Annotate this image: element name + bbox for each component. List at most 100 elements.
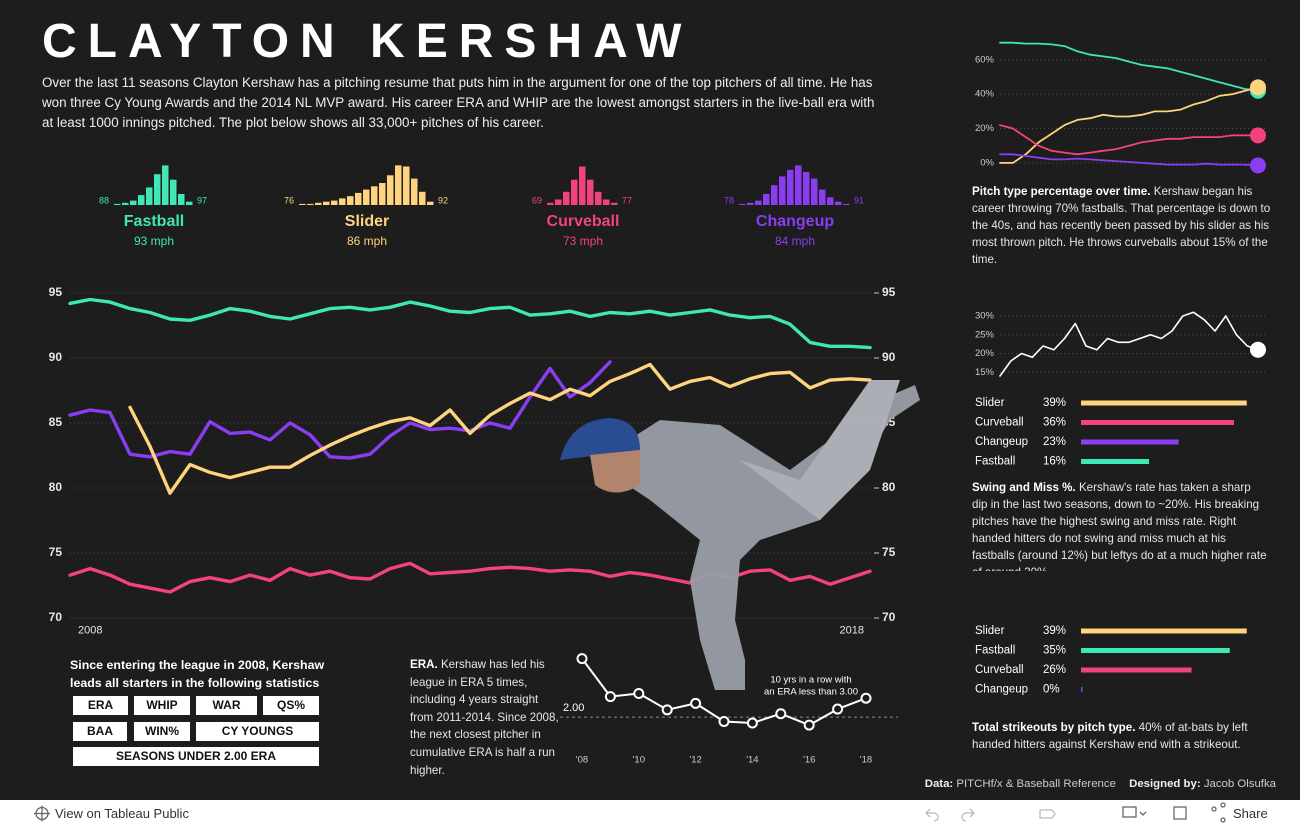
- histogram-bar: [819, 189, 826, 205]
- bar-category: Changeup: [975, 436, 1028, 448]
- histogram-bar: [339, 198, 346, 205]
- bar-value-label: 36%: [1043, 417, 1066, 429]
- velocity-line: [128, 362, 872, 495]
- histogram-bar: [571, 179, 578, 205]
- histogram-bar: [563, 191, 570, 205]
- legend-name: Curveball: [547, 213, 620, 230]
- era-point: [860, 692, 872, 704]
- histogram-bar: [130, 200, 137, 205]
- histogram-bar: [763, 194, 770, 205]
- histogram-bar: [587, 179, 594, 205]
- legend-speed: 73 mph: [563, 234, 603, 248]
- y2-tick-label: 70: [882, 610, 896, 624]
- x-tick-label: '16: [803, 755, 815, 766]
- caption-text: 40% of at-bats by left handed hitters ag…: [972, 721, 1248, 751]
- velocity-line: [68, 561, 872, 594]
- pitcher-leg: [740, 380, 900, 520]
- y-tick-label: 75: [49, 545, 63, 559]
- histogram-range-label: 77: [622, 195, 632, 205]
- y2-tick-label: 75: [882, 545, 896, 559]
- footer: Data: PITCHf/x & Baseball Reference Desi…: [915, 778, 1276, 790]
- histogram-bar: [371, 186, 378, 205]
- bar: [1081, 667, 1192, 673]
- pitcher-face: [590, 450, 640, 493]
- era-point: [775, 708, 787, 720]
- era-point: [661, 704, 673, 716]
- bar-value-label: 16%: [1043, 456, 1066, 468]
- histogram-bar: [755, 200, 762, 205]
- end-dot: [1250, 341, 1266, 358]
- era-point: [690, 697, 702, 709]
- bar-category: Changeup: [975, 684, 1028, 696]
- footer-label: Designed by:: [1129, 778, 1201, 790]
- histogram-bar: [803, 172, 810, 205]
- bar-category: Curveball: [975, 664, 1024, 676]
- pitcher-cap: [560, 418, 640, 460]
- histogram-range-label: 88: [99, 195, 109, 205]
- view-on-public[interactable]: View on Tableau Public: [55, 806, 189, 821]
- histogram-bar: [307, 203, 314, 205]
- y-tick-label: 60%: [975, 54, 995, 65]
- bar: [1081, 648, 1230, 653]
- histogram-bar: [811, 178, 818, 205]
- strikeout-caption: Total strikeouts by pitch type. 40% of a…: [972, 719, 1272, 753]
- histogram-bar: [154, 174, 161, 205]
- y2-tick-label: 90: [882, 350, 896, 364]
- footer-label: Data:: [924, 778, 954, 790]
- histogram-bar: [186, 201, 193, 205]
- histogram-bar: [427, 201, 434, 205]
- histogram-range-label: 92: [438, 195, 448, 205]
- x-tick-label: '10: [633, 755, 645, 766]
- legend-speed: 86 mph: [347, 234, 387, 248]
- stat-badge: WHIP: [134, 696, 190, 715]
- histogram-bar: [363, 189, 370, 205]
- legend-name: Changeup: [756, 213, 834, 230]
- histogram-bar: [170, 179, 177, 205]
- annotation: 10 yrs in a row with: [770, 675, 851, 686]
- designer: Jacob Olsufka: [1203, 778, 1276, 790]
- x-tick-label: 2018: [840, 624, 864, 636]
- caption-lead: Swing and Miss %.: [972, 481, 1076, 494]
- bar-category: Fastball: [975, 456, 1015, 468]
- histogram-bar: [611, 202, 618, 205]
- bar-value-label: 23%: [1043, 436, 1066, 448]
- legend-name: Fastball: [124, 213, 184, 230]
- histogram-bar: [843, 203, 850, 205]
- era-point: [803, 719, 815, 731]
- title: CLAYTON KERSHAW: [42, 15, 693, 68]
- stat-badge: WAR: [196, 696, 257, 715]
- histogram-bar: [595, 191, 602, 205]
- swing-line: [999, 311, 1259, 377]
- bar-value-label: 26%: [1043, 664, 1066, 676]
- stat-badge: WIN%: [134, 722, 190, 741]
- histogram-bar: [547, 202, 554, 205]
- y2-tick-label: 80: [882, 480, 896, 494]
- pitcher-illustration: [560, 380, 920, 690]
- caption-lead: Total strikeouts by pitch type.: [972, 721, 1136, 734]
- histogram-bar: [771, 185, 778, 205]
- velocity-line: [68, 360, 612, 460]
- pct-line: [999, 86, 1259, 164]
- histogram-bar: [355, 192, 362, 205]
- histogram-bar: [299, 203, 306, 205]
- histogram-bar: [138, 195, 145, 205]
- annotation: an ERA less than 3.00: [764, 687, 858, 698]
- y-tick-label: 85: [49, 415, 63, 429]
- legend-speed: 84 mph: [775, 234, 815, 248]
- era-point: [604, 691, 616, 703]
- share-button[interactable]: Share: [1233, 806, 1268, 821]
- histogram-bar: [411, 178, 418, 205]
- bar-value-label: 39%: [1043, 397, 1066, 409]
- bar-category: Fastball: [975, 645, 1015, 657]
- x-tick-label: 2008: [78, 624, 102, 636]
- histogram-range-label: 91: [854, 195, 864, 205]
- histogram-bar: [395, 165, 402, 205]
- bar: [1081, 400, 1247, 406]
- y-tick-label: 70: [49, 610, 63, 624]
- bar-value-label: 39%: [1043, 625, 1066, 637]
- x-tick-label: '18: [860, 755, 872, 766]
- stats-heading: Since entering the league in 2008, Kersh…: [70, 658, 325, 690]
- y-tick-label: 80: [49, 480, 63, 494]
- histogram-bar: [747, 202, 754, 205]
- caption-text: Kershaw began his career throwing 70% fa…: [972, 185, 1271, 266]
